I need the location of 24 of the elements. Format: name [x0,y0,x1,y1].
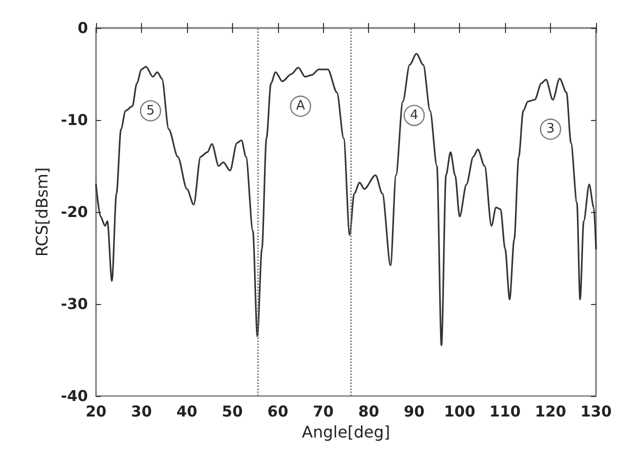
annotation: 3 [546,122,555,137]
x-tick-label: 90 [404,402,425,420]
y-tick-label: -10 [60,111,88,129]
y-tick-label: -20 [60,203,88,221]
x-tick-label: 40 [176,402,198,420]
x-tick-label: 110 [489,402,521,420]
x-tick-label: 100 [444,402,476,420]
y-tick-label: 0 [78,19,88,37]
x-tick-label: 30 [131,402,152,420]
y-axis-title: RCS[dBsm] [32,167,52,257]
annotation: 4 [410,108,418,123]
annotation: A [296,98,306,114]
x-tick-label: 120 [534,402,566,420]
line-series [95,52,597,346]
x-tick-label: 130 [580,402,612,420]
x-tick-label: 20 [86,402,106,420]
x-axis-title: Angle[deg] [302,422,390,442]
x-tick-label: 70 [312,402,334,420]
annotation: 5 [146,103,155,118]
y-tick-label: -30 [60,295,88,313]
x-tick-label: 80 [358,402,380,420]
y-tick-label: -40 [60,387,88,405]
x-tick-label: 60 [267,402,288,420]
x-tick-label: 50 [222,402,243,420]
